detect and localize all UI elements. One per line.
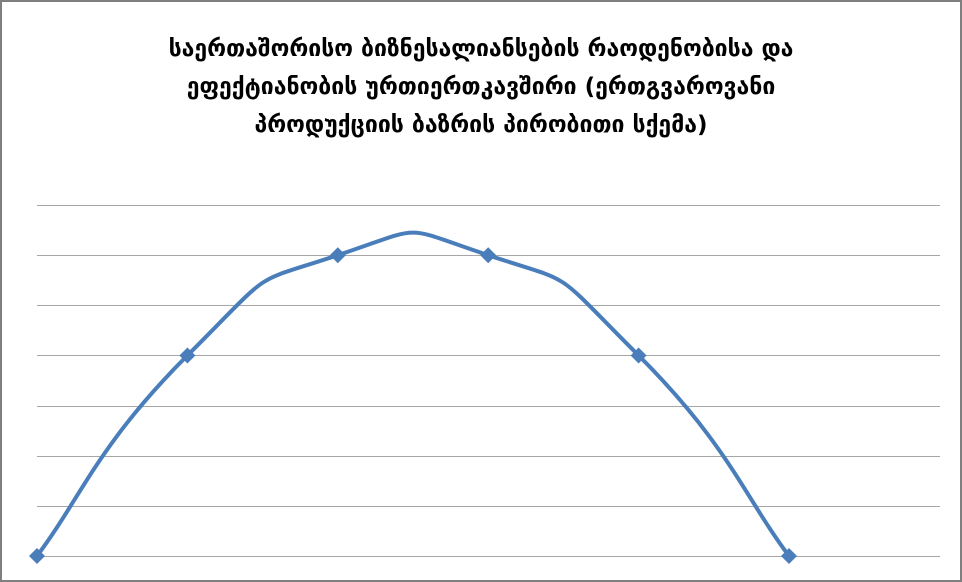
data-point-marker-3 [330,247,346,263]
series-line [37,233,789,556]
data-markers [29,247,797,564]
data-point-marker-4 [480,247,496,263]
